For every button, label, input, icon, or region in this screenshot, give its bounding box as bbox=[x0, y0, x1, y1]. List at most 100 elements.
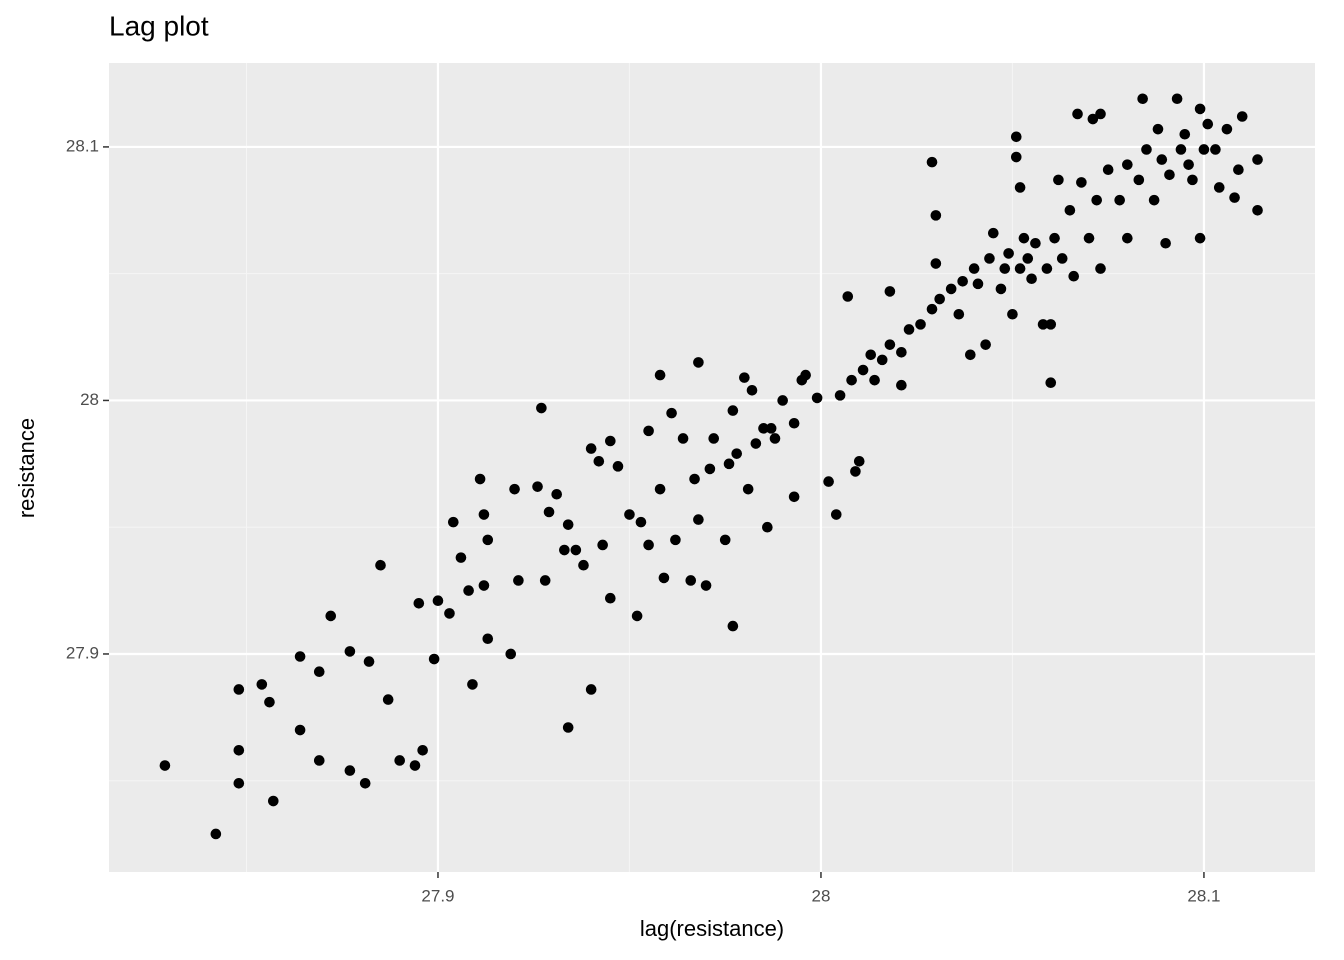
point bbox=[382, 694, 394, 705]
point bbox=[624, 509, 635, 520]
point bbox=[233, 777, 245, 789]
point bbox=[788, 417, 800, 429]
point bbox=[417, 745, 428, 756]
point bbox=[853, 455, 865, 467]
point bbox=[413, 597, 425, 609]
chart-title: Lag plot bbox=[109, 10, 209, 41]
point bbox=[256, 679, 268, 690]
point bbox=[739, 372, 750, 383]
point bbox=[846, 374, 857, 386]
point bbox=[930, 210, 942, 221]
point bbox=[233, 684, 245, 695]
point bbox=[359, 777, 371, 789]
point bbox=[1003, 248, 1014, 259]
point bbox=[505, 648, 517, 660]
point bbox=[159, 760, 171, 771]
point bbox=[1007, 308, 1018, 320]
point bbox=[1053, 174, 1064, 186]
point bbox=[945, 283, 957, 295]
point bbox=[482, 633, 494, 645]
point bbox=[884, 339, 896, 350]
point bbox=[1076, 177, 1087, 188]
point bbox=[666, 407, 677, 419]
point bbox=[559, 544, 570, 556]
point bbox=[750, 438, 762, 449]
point bbox=[693, 357, 704, 368]
point bbox=[731, 448, 743, 459]
point bbox=[1064, 204, 1076, 216]
point bbox=[585, 443, 597, 454]
point bbox=[585, 684, 597, 695]
point bbox=[1152, 123, 1164, 135]
point bbox=[593, 455, 605, 467]
point bbox=[444, 608, 455, 619]
x-tick-label: 28 bbox=[811, 886, 830, 905]
x-axis-title: lag(resistance) bbox=[640, 916, 784, 941]
point bbox=[1252, 154, 1263, 165]
point bbox=[635, 516, 647, 528]
point bbox=[869, 374, 880, 386]
point bbox=[704, 463, 716, 475]
x-tick-label: 28.1 bbox=[1187, 886, 1220, 905]
point bbox=[1213, 182, 1225, 193]
point bbox=[428, 653, 440, 665]
point bbox=[394, 755, 405, 766]
point bbox=[930, 258, 942, 269]
point bbox=[1229, 192, 1240, 203]
point bbox=[455, 552, 467, 563]
point bbox=[447, 516, 459, 528]
point bbox=[677, 433, 689, 444]
point bbox=[467, 679, 478, 690]
point bbox=[1083, 232, 1095, 244]
point bbox=[903, 324, 915, 335]
point bbox=[536, 402, 547, 414]
point bbox=[1221, 123, 1233, 135]
point bbox=[1194, 232, 1206, 244]
point bbox=[727, 620, 739, 632]
point bbox=[926, 303, 938, 315]
point bbox=[1202, 118, 1214, 130]
point bbox=[1045, 377, 1057, 388]
point bbox=[1160, 237, 1171, 249]
point bbox=[830, 509, 842, 520]
point bbox=[1148, 194, 1160, 206]
point bbox=[294, 651, 306, 662]
point bbox=[765, 423, 777, 434]
point bbox=[562, 722, 574, 733]
point bbox=[313, 755, 325, 766]
point bbox=[294, 724, 306, 736]
point bbox=[926, 156, 938, 168]
point bbox=[570, 544, 582, 556]
point bbox=[1179, 128, 1191, 140]
point bbox=[685, 575, 697, 586]
point bbox=[1198, 144, 1210, 155]
point bbox=[1210, 144, 1221, 155]
point bbox=[1030, 237, 1041, 249]
point bbox=[689, 473, 700, 485]
point bbox=[267, 795, 279, 807]
point bbox=[325, 610, 337, 622]
point bbox=[1171, 93, 1183, 105]
y-tick-label: 28.1 bbox=[66, 136, 99, 155]
point bbox=[777, 395, 788, 406]
point bbox=[363, 656, 375, 667]
point bbox=[597, 539, 608, 551]
point bbox=[375, 559, 386, 571]
point bbox=[313, 666, 325, 678]
point bbox=[482, 534, 494, 546]
point bbox=[800, 369, 811, 381]
point bbox=[513, 575, 524, 586]
point bbox=[210, 828, 222, 840]
point bbox=[605, 435, 616, 447]
point bbox=[1056, 253, 1068, 264]
point bbox=[612, 461, 624, 472]
point bbox=[1072, 108, 1083, 120]
point bbox=[987, 227, 999, 239]
point bbox=[746, 385, 758, 396]
point bbox=[834, 390, 846, 401]
point bbox=[811, 392, 823, 404]
point bbox=[965, 349, 976, 361]
point bbox=[896, 346, 907, 358]
